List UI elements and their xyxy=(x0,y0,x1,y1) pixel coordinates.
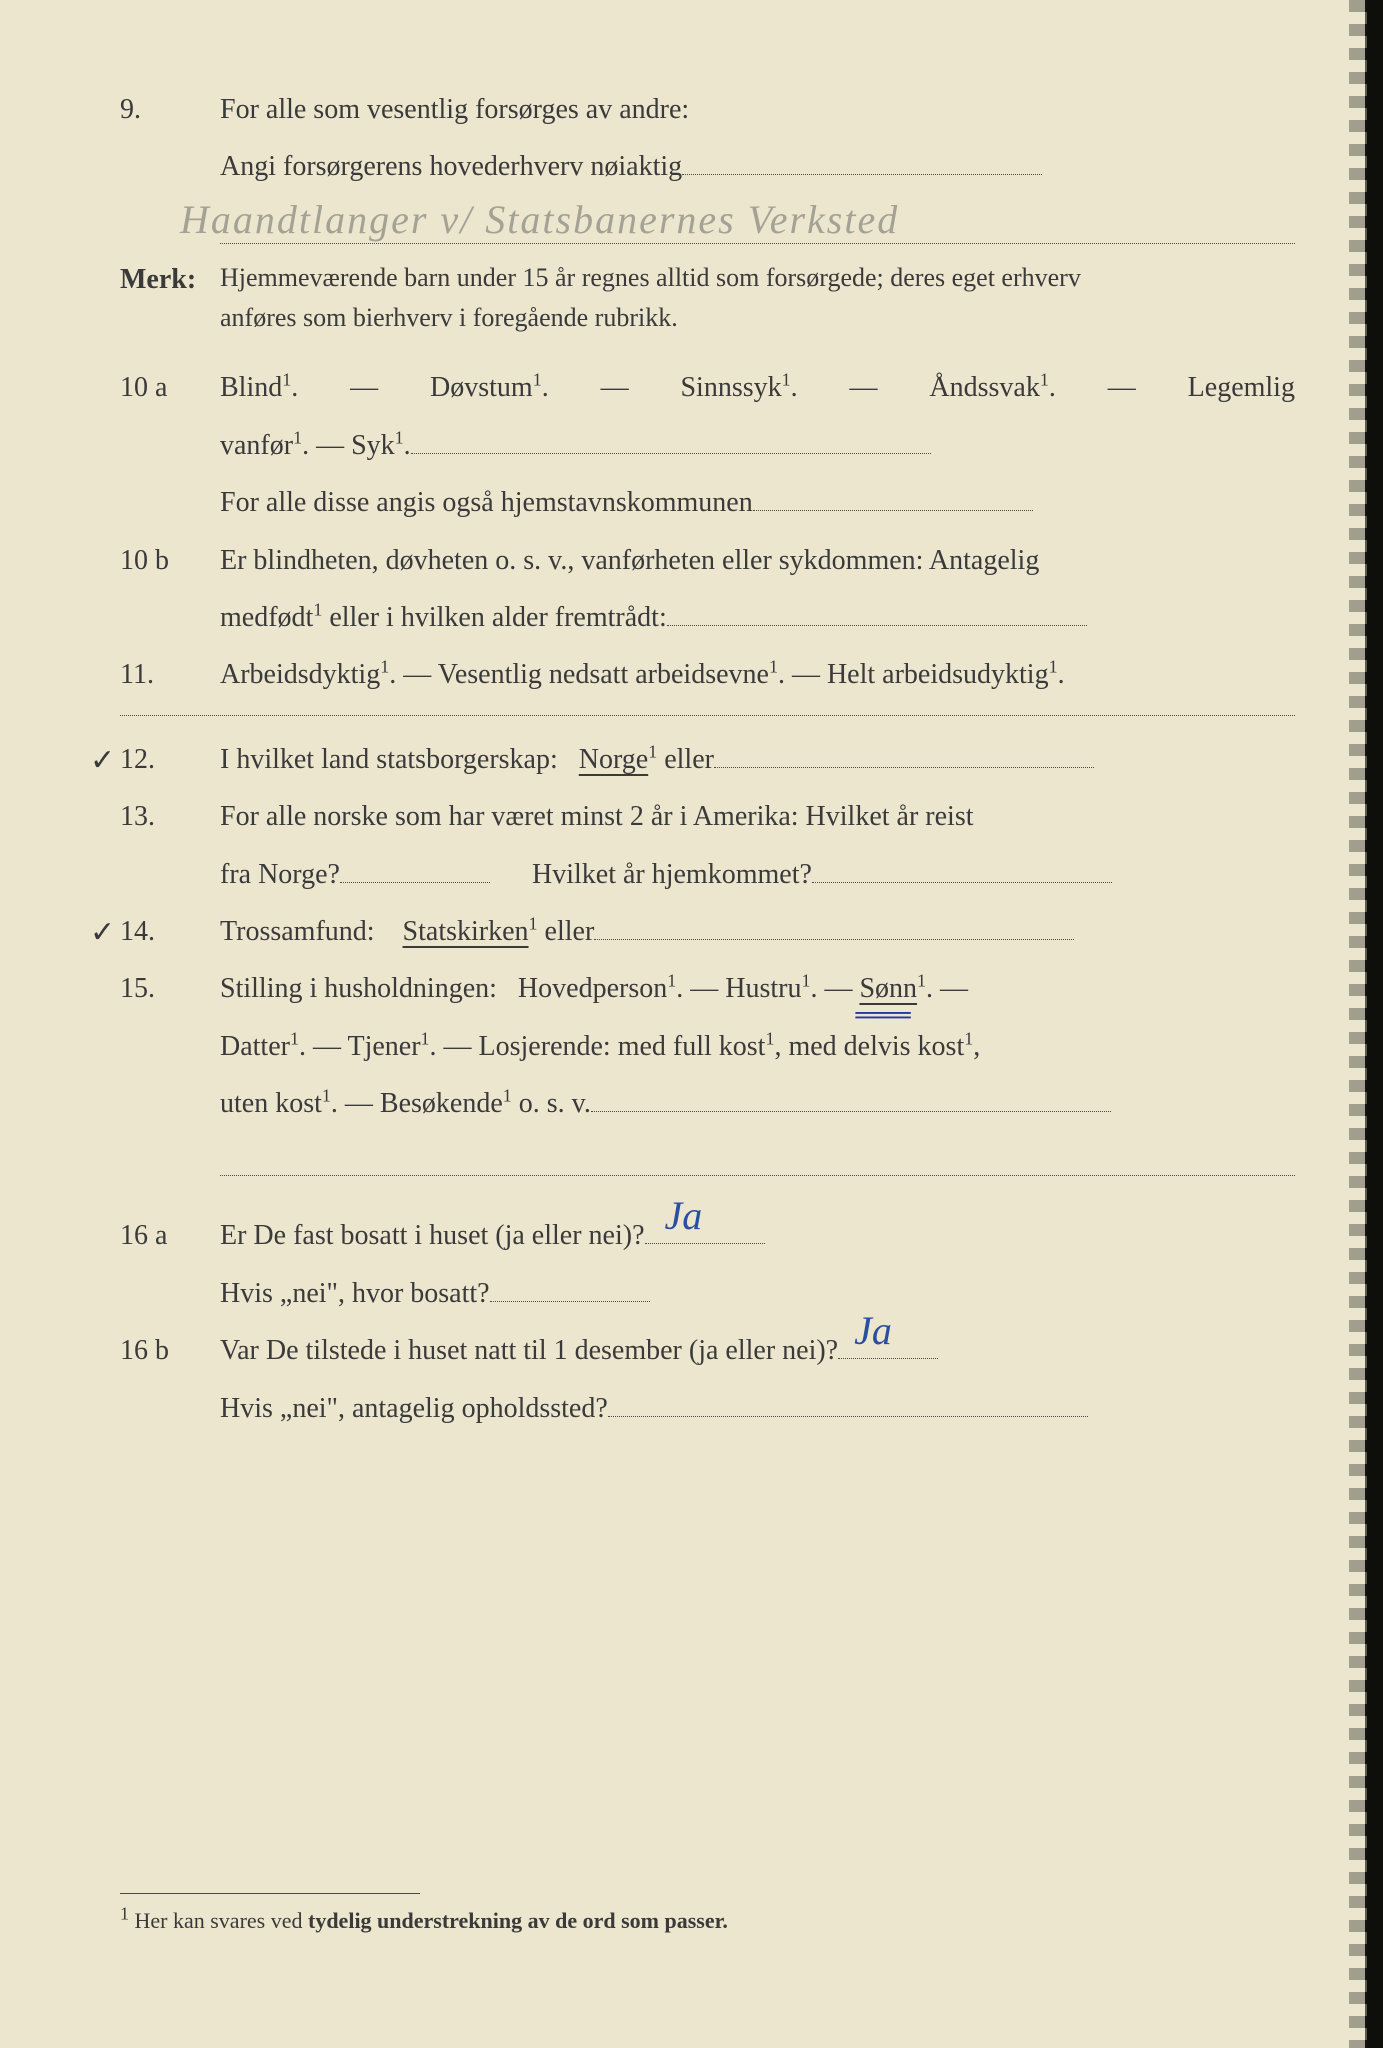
q15-extra-line xyxy=(220,1147,1295,1176)
q10a-fill xyxy=(411,425,931,454)
q16a-q: Er De fast bosatt i huset (ja eller nei)… xyxy=(220,1214,1295,1257)
footnote-text: 1 Her kan svares ved tydelig understrekn… xyxy=(120,1904,1275,1938)
perforation-edge xyxy=(1349,0,1367,2048)
q14-statskirken: Statskirken xyxy=(403,916,529,947)
q9-handwritten: Haandtlanger v/ Statsbanernes Verksted xyxy=(180,189,899,251)
q13-fill1 xyxy=(340,854,490,883)
q12-number: 12. xyxy=(120,738,220,781)
q14-number: 14. xyxy=(120,910,220,953)
question-12: ✓ 12. I hvilket land statsborgerskap: No… xyxy=(120,738,1295,781)
q14-fill xyxy=(594,911,1074,940)
question-13: 13. For alle norske som har været minst … xyxy=(120,795,1295,896)
q14-checkmark: ✓ xyxy=(90,910,115,957)
q15-number: 15. xyxy=(120,967,220,1010)
question-10a: 10 a Blind1. — Døvstum1. — Sinnssyk1. — … xyxy=(120,366,1295,524)
q16b-body: Var De tilstede i huset natt til 1 desem… xyxy=(220,1329,1295,1430)
footnote-area: 1 Her kan svares ved tydelig understrekn… xyxy=(120,1853,1275,1938)
question-11: 11. Arbeidsdyktig1. — Vesentlig nedsatt … xyxy=(120,653,1295,696)
q16b-q: Var De tilstede i huset natt til 1 desem… xyxy=(220,1329,1295,1372)
q16b-subfill xyxy=(608,1388,1088,1417)
footnote-rule xyxy=(120,1893,420,1894)
question-15: 15. Stilling i husholdningen: Hovedperso… xyxy=(120,967,1295,1176)
merk-label: Merk: xyxy=(120,258,220,301)
q15-blue-mark: ═══ xyxy=(855,995,910,1035)
q16a-number: 16 a xyxy=(120,1214,220,1257)
merk-note: Merk: Hjemmeværende barn under 15 år reg… xyxy=(120,258,1295,339)
q12-fill xyxy=(714,739,1094,768)
q10a-fill2 xyxy=(753,482,1033,511)
question-14: ✓ 14. Trossamfund: Statskirken1 eller xyxy=(120,910,1295,953)
q9-number: 9. xyxy=(120,88,220,131)
q10b-line2: medfødt1 eller i hvilken alder fremtrådt… xyxy=(220,596,1295,639)
q11-number: 11. xyxy=(120,653,220,696)
q16a-answer: Ja xyxy=(665,1185,703,1247)
q10b-fill xyxy=(667,597,1087,626)
q10b-body: Er blindheten, døvheten o. s. v., vanfør… xyxy=(220,539,1295,640)
q9-body: For alle som vesentlig forsørges av andr… xyxy=(220,88,1295,244)
q16a-sub: Hvis „nei", hvor bosatt? xyxy=(220,1272,1295,1315)
q16b-answer: Ja xyxy=(854,1300,892,1362)
q10a-line2: vanfør1. — Syk1. xyxy=(220,424,1295,467)
q13-number: 13. xyxy=(120,795,220,838)
q9-line1: For alle som vesentlig forsørges av andr… xyxy=(220,88,1295,131)
q10b-number: 10 b xyxy=(120,539,220,582)
q10a-body: Blind1. — Døvstum1. — Sinnssyk1. — Åndss… xyxy=(220,366,1295,524)
q13-line2: fra Norge? Hvilket år hjemkommet? xyxy=(220,853,1295,896)
merk-body: Hjemmeværende barn under 15 år regnes al… xyxy=(220,258,1295,339)
q10a-number: 10 a xyxy=(120,366,220,409)
question-16a: 16 a Er De fast bosatt i huset (ja eller… xyxy=(120,1214,1295,1315)
q13-fill2 xyxy=(812,854,1112,883)
q15-line2: Datter1. — Tjener1. — Losjerende: med fu… xyxy=(220,1025,1295,1068)
q9-fill-line xyxy=(682,146,1042,175)
q13-body: For alle norske som har været minst 2 år… xyxy=(220,795,1295,896)
q14-body: Trossamfund: Statskirken1 eller xyxy=(220,910,1295,953)
section-divider-1 xyxy=(120,715,1295,716)
q16b-number: 16 b xyxy=(120,1329,220,1372)
q10a-line3: For alle disse angis også hjemstavnskomm… xyxy=(220,481,1295,524)
q16a-body: Er De fast bosatt i huset (ja eller nei)… xyxy=(220,1214,1295,1315)
question-10b: 10 b Er blindheten, døvheten o. s. v., v… xyxy=(120,539,1295,640)
census-form-page: 9. For alle som vesentlig forsørges av a… xyxy=(0,0,1383,2048)
q9-line2: Angi forsørgerens hovederhverv nøiaktig xyxy=(220,145,1295,188)
q16a-subfill xyxy=(490,1273,650,1302)
question-16b: 16 b Var De tilstede i huset natt til 1 … xyxy=(120,1329,1295,1430)
q9-handwritten-line: Haandtlanger v/ Statsbanernes Verksted xyxy=(220,195,1295,244)
q12-checkmark: ✓ xyxy=(90,738,115,785)
q11-body: Arbeidsdyktig1. — Vesentlig nedsatt arbe… xyxy=(220,653,1295,696)
q10a-line1: Blind1. — Døvstum1. — Sinnssyk1. — Åndss… xyxy=(220,366,1295,409)
footnote-bold: tydelig understrekning av de ord som pas… xyxy=(308,1908,728,1933)
q12-norge: Norge xyxy=(579,744,648,775)
q16b-sub: Hvis „nei", antagelig opholdssted? xyxy=(220,1387,1295,1430)
q15-fill xyxy=(591,1083,1111,1112)
q16a-fill: Ja xyxy=(645,1215,765,1244)
q15-line3: uten kost1. — Besøkende1 o. s. v. xyxy=(220,1082,1295,1125)
q15-body: Stilling i husholdningen: Hovedperson1. … xyxy=(220,967,1295,1176)
q15-line1: Stilling i husholdningen: Hovedperson1. … xyxy=(220,967,1295,1010)
q16b-fill: Ja xyxy=(838,1330,938,1359)
q12-body: I hvilket land statsborgerskap: Norge1 e… xyxy=(220,738,1295,781)
question-9: 9. For alle som vesentlig forsørges av a… xyxy=(120,88,1295,244)
